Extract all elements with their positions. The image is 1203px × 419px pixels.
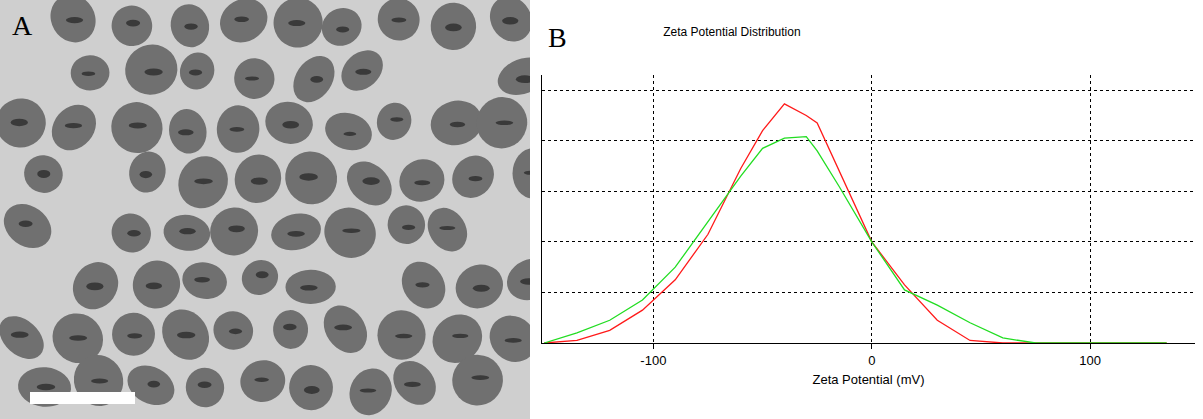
html-text:A: A bbox=[12, 10, 33, 41]
svg-text:Zeta Potential Distribution: Zeta Potential Distribution bbox=[663, 25, 800, 39]
html-text:B: B bbox=[548, 22, 567, 53]
svg-text:Zeta Potential (mV): Zeta Potential (mV) bbox=[813, 372, 925, 387]
svg-text:0: 0 bbox=[868, 353, 875, 368]
svg-text:-100: -100 bbox=[640, 353, 666, 368]
svg-text:100: 100 bbox=[1079, 353, 1101, 368]
